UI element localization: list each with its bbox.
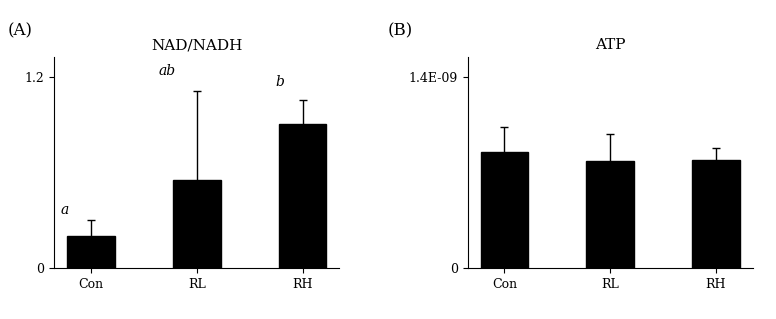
Title: NAD/NADH: NAD/NADH: [151, 38, 243, 52]
Bar: [279, 124, 327, 268]
Bar: [692, 160, 740, 268]
Bar: [173, 180, 220, 268]
Text: (A): (A): [8, 22, 33, 39]
Bar: [480, 152, 528, 268]
Text: a: a: [61, 203, 69, 217]
Text: b: b: [275, 75, 284, 89]
Bar: [68, 236, 115, 268]
Text: (B): (B): [388, 22, 414, 39]
Text: ab: ab: [158, 64, 176, 78]
Bar: [587, 161, 634, 268]
Title: ATP: ATP: [595, 38, 625, 52]
